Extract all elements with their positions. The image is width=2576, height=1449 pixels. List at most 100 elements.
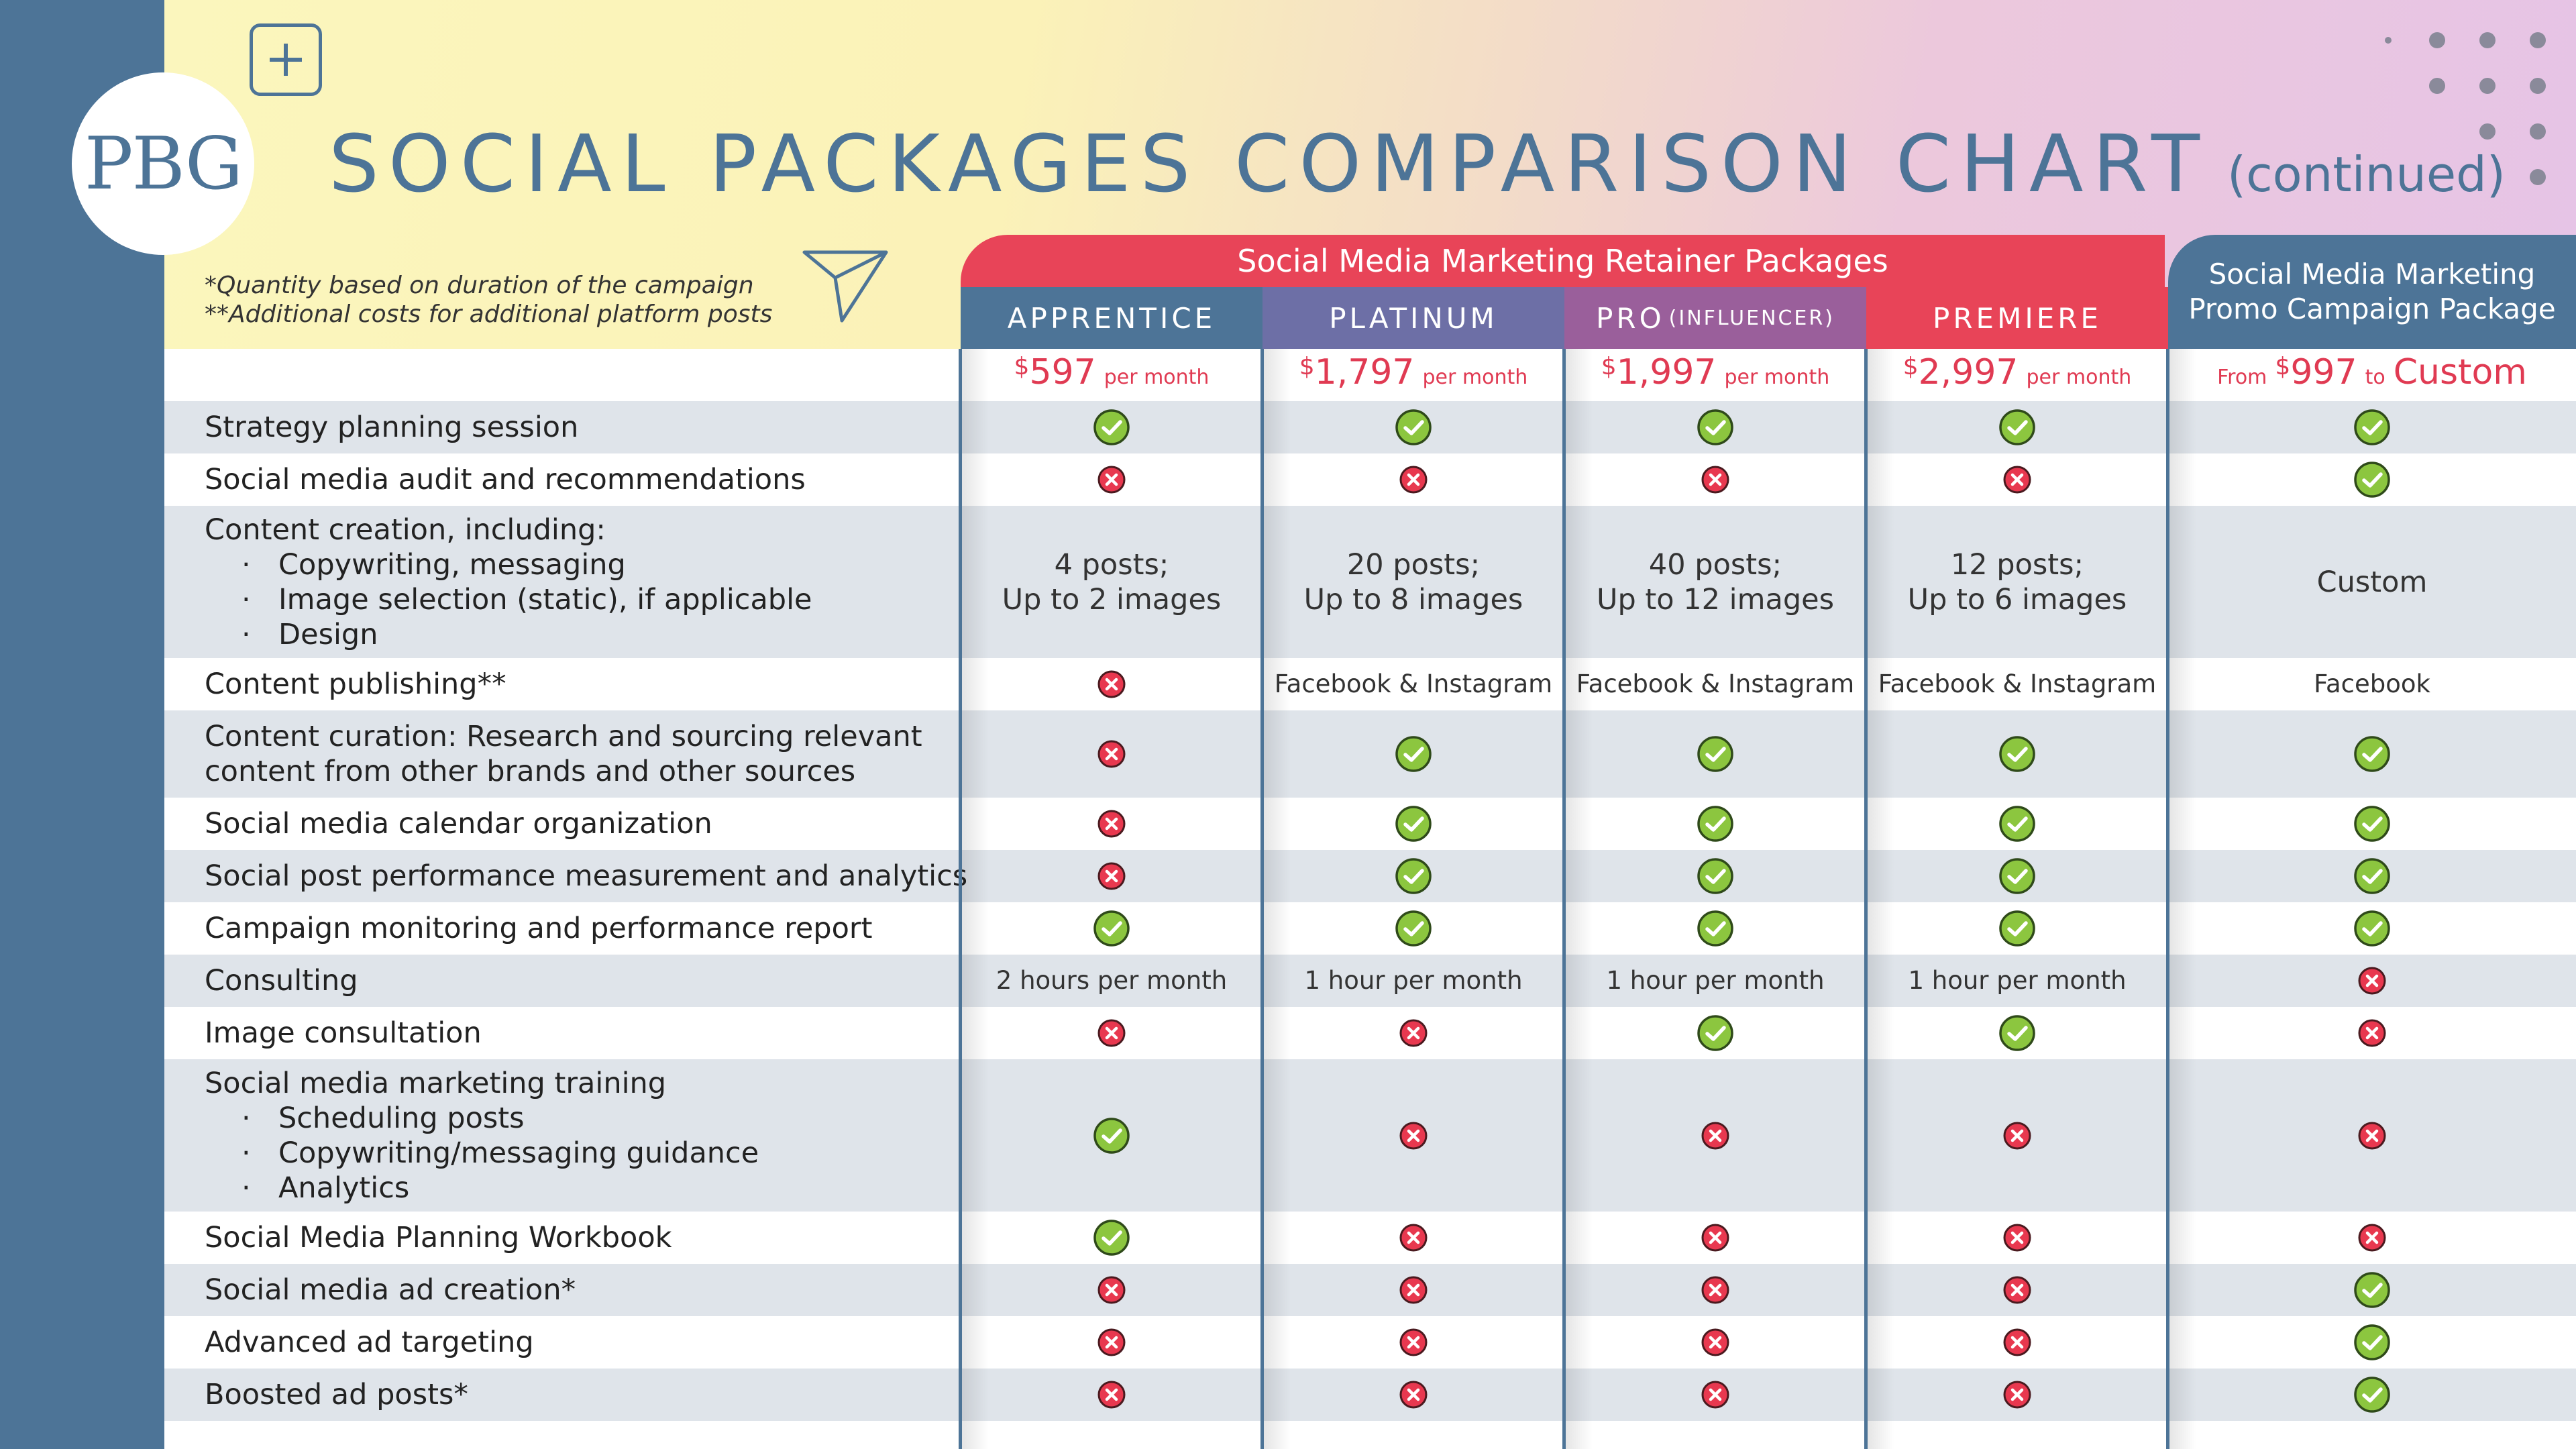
check-icon (1697, 1015, 1733, 1051)
cell-text: 20 posts; Up to 8 images (1303, 547, 1523, 616)
x-icon (2003, 1122, 2031, 1149)
row-bullet-item: Copywriting, messaging (205, 547, 812, 582)
cell-text: 40 posts; Up to 12 images (1597, 547, 1834, 616)
table-cell (2168, 1007, 2576, 1059)
row-label: Social media ad creation* (205, 1273, 576, 1307)
column-divider (1864, 349, 1868, 1449)
row-label: Campaign monitoring and performance repo… (205, 911, 872, 946)
table-cell (961, 1007, 1263, 1059)
check-icon (2354, 1377, 2390, 1413)
table-cell (961, 902, 1263, 955)
plus-icon[interactable] (250, 23, 322, 96)
price-promo: From $997 to Custom (2168, 352, 2576, 399)
x-icon (1399, 1381, 1428, 1409)
table-cell (961, 453, 1263, 506)
table-cell (1263, 401, 1564, 453)
table-cell: Facebook & Instagram (1263, 658, 1564, 710)
row-label: Social media marketing trainingSchedulin… (205, 1066, 759, 1205)
check-icon (2354, 1272, 2390, 1308)
row-label: Image consultation (205, 1016, 482, 1051)
row-label-text: Consulting (205, 964, 358, 998)
table-cell (2168, 401, 2576, 453)
x-icon (1097, 740, 1126, 768)
row-label: Social media audit and recommendations (205, 462, 806, 497)
table-cell (1564, 1264, 1866, 1316)
promo-header-line2: Promo Campaign Package (2188, 292, 2556, 325)
check-icon (1093, 1117, 1130, 1154)
price-to: to (2365, 366, 2385, 389)
table-cell (961, 401, 1263, 453)
x-icon (1097, 1019, 1126, 1047)
table-cell (1263, 1212, 1564, 1264)
column-name: PLATINUM (1329, 301, 1498, 335)
check-icon (1999, 409, 2035, 445)
row-bullet-item: Image selection (static), if applicable (205, 582, 812, 617)
table-cell (1263, 1007, 1564, 1059)
table-row: Content publishing** Facebook & Instagram… (164, 658, 2576, 710)
table-cell (2168, 1212, 2576, 1264)
column-name-suffix: (INFLUENCER) (1668, 306, 1835, 330)
row-label-text: Image consultation (205, 1016, 482, 1050)
table-cell (1564, 1316, 1866, 1368)
table-row: Strategy planning session (164, 401, 2576, 453)
check-icon (2354, 409, 2390, 445)
table-row: Social media audit and recommendations (164, 453, 2576, 506)
cell-text: Facebook & Instagram (1274, 669, 1553, 698)
page-subtitle: (continued) (2227, 146, 2506, 203)
row-label-text-line2: content from other brands and other sour… (205, 755, 856, 788)
x-icon (1097, 862, 1126, 890)
table-cell (1866, 850, 2168, 902)
column-header-premiere: PREMIERE (1866, 287, 2168, 349)
table-cell (2168, 902, 2576, 955)
table-cell (1866, 1007, 2168, 1059)
check-icon (1395, 858, 1432, 894)
check-icon (1093, 409, 1130, 445)
row-label-text: Content curation: Research and sourcing … (205, 720, 922, 753)
footnote-additional-costs: **Additional costs for additional platfo… (205, 301, 773, 328)
check-icon (1093, 910, 1130, 947)
check-icon (1093, 1220, 1130, 1256)
table-cell (1564, 1007, 1866, 1059)
table-cell (1866, 798, 2168, 850)
column-header-platinum: PLATINUM (1263, 287, 1564, 349)
row-label: Strategy planning session (205, 410, 578, 445)
table-cell (1263, 1316, 1564, 1368)
table-cell (2168, 1264, 2576, 1316)
table-row: Content creation, including:Copywriting,… (164, 506, 2576, 658)
column-header-apprentice: APPRENTICE (961, 287, 1263, 349)
row-label-text: Social media ad creation* (205, 1273, 576, 1307)
price-currency: $ (1014, 353, 1030, 380)
table-cell (1866, 453, 2168, 506)
price-period: per month (1422, 366, 1528, 389)
x-icon (1097, 1328, 1126, 1356)
row-label: Content curation: Research and sourcing … (205, 719, 922, 789)
table-cell: 12 posts; Up to 6 images (1866, 506, 2168, 658)
x-icon (1399, 466, 1428, 494)
table-row: Content curation: Research and sourcing … (164, 710, 2576, 798)
table-cell (961, 710, 1263, 798)
table-cell (1866, 710, 2168, 798)
x-icon (1399, 1122, 1428, 1149)
table-cell: 1 hour per month (1866, 955, 2168, 1007)
table-cell (2168, 710, 2576, 798)
table-row: Social media marketing trainingSchedulin… (164, 1059, 2576, 1212)
x-icon (1701, 1381, 1729, 1409)
check-icon (1697, 409, 1733, 445)
x-icon (1701, 1122, 1729, 1149)
table-cell (1263, 1059, 1564, 1212)
column-name: PREMIERE (1933, 301, 2102, 335)
row-label-text: Strategy planning session (205, 411, 579, 444)
check-icon (1697, 858, 1733, 894)
x-icon (2003, 1328, 2031, 1356)
row-label: Content publishing** (205, 667, 506, 702)
price-platinum: $1,797 per month (1263, 352, 1564, 399)
check-icon (1395, 806, 1432, 842)
x-icon (1399, 1224, 1428, 1252)
pbg-logo: PBG (72, 72, 254, 255)
cell-text: 12 posts; Up to 6 images (1907, 547, 2127, 616)
table-cell (1564, 1212, 1866, 1264)
check-icon (1999, 806, 2035, 842)
table-cell: 20 posts; Up to 8 images (1263, 506, 1564, 658)
table-cell (1866, 401, 2168, 453)
table-cell (1263, 798, 1564, 850)
